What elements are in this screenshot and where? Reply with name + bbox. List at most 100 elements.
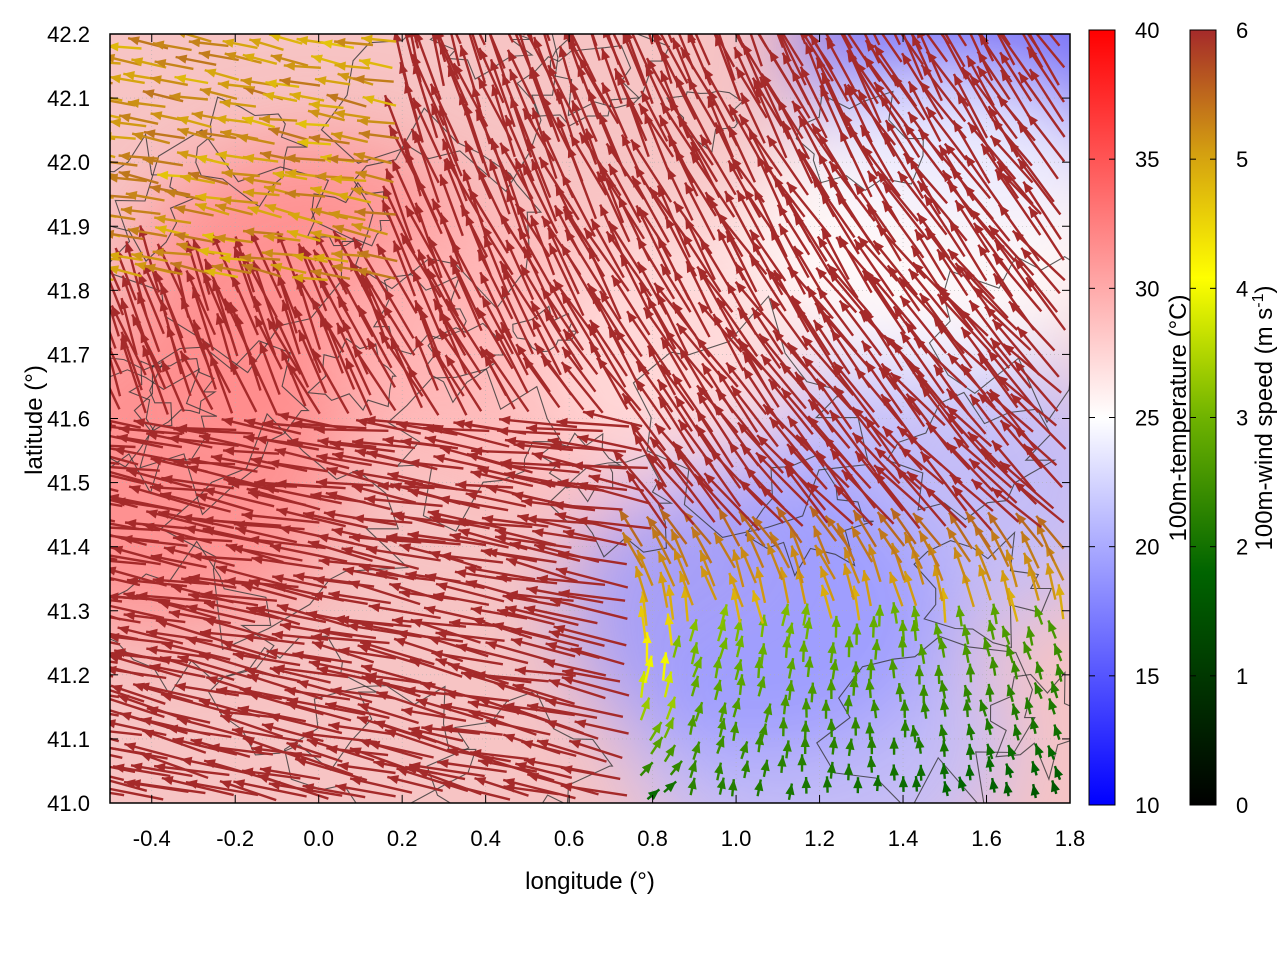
wind-vector bbox=[188, 38, 229, 48]
wind-vector bbox=[110, 522, 140, 531]
wind-vector bbox=[120, 331, 143, 391]
wind-vector bbox=[786, 415, 825, 468]
wind-vector bbox=[543, 34, 557, 70]
contour-line bbox=[426, 690, 614, 803]
wind-vector bbox=[146, 706, 211, 724]
wind-vector bbox=[875, 604, 885, 627]
wind-vector bbox=[231, 544, 303, 562]
wind-vector bbox=[110, 42, 142, 52]
wind-vector bbox=[1001, 625, 1011, 645]
wind-vector bbox=[762, 403, 809, 452]
wind-vector bbox=[459, 44, 482, 108]
colorbar-tick-label: 3 bbox=[1236, 406, 1248, 431]
wind-vector bbox=[801, 698, 811, 718]
wind-vector bbox=[110, 229, 144, 241]
wind-vector bbox=[901, 34, 924, 81]
wind-vector bbox=[974, 544, 992, 582]
wind-vector bbox=[867, 736, 877, 755]
wind-vector bbox=[215, 312, 236, 376]
wind-vector bbox=[1055, 584, 1065, 620]
wind-vector bbox=[755, 451, 809, 506]
wind-vector bbox=[373, 720, 437, 744]
wind-vector bbox=[295, 119, 330, 129]
wind-vector bbox=[462, 169, 489, 241]
wind-vector bbox=[129, 779, 206, 795]
wind-vector bbox=[873, 471, 921, 530]
wind-vector bbox=[671, 373, 714, 433]
wind-vector bbox=[315, 478, 374, 488]
wind-vector bbox=[957, 776, 967, 792]
wind-vector bbox=[320, 39, 355, 49]
wind-vector bbox=[381, 199, 414, 275]
wind-vector bbox=[728, 104, 764, 165]
wind-vector bbox=[414, 202, 443, 279]
wind-vector bbox=[489, 58, 516, 128]
wind-vector bbox=[736, 34, 763, 88]
wind-vector bbox=[118, 113, 159, 125]
wind-vector bbox=[201, 338, 232, 394]
wind-vector bbox=[1026, 34, 1040, 51]
wind-vector bbox=[717, 717, 727, 738]
colorbar-tick-label: 1 bbox=[1236, 664, 1248, 689]
wind-vector bbox=[665, 696, 677, 720]
wind-vector bbox=[311, 591, 368, 606]
wind-vector bbox=[412, 97, 442, 160]
wind-vector bbox=[477, 76, 513, 142]
wind-vector bbox=[864, 360, 903, 414]
wind-vector bbox=[474, 776, 529, 797]
wind-vector bbox=[635, 360, 674, 413]
wind-vector bbox=[131, 131, 171, 145]
wind-vector bbox=[659, 70, 690, 139]
wind-vector bbox=[840, 34, 859, 67]
y-tick-label: 42.0 bbox=[47, 150, 90, 175]
wind-vector bbox=[736, 674, 746, 696]
wind-vector bbox=[355, 267, 396, 280]
wind-vector bbox=[273, 664, 349, 679]
wind-vector bbox=[254, 315, 283, 370]
wind-colorbar-title: 100m-wind speed (m s-1) bbox=[1250, 286, 1278, 551]
wind-vector bbox=[468, 34, 487, 84]
temperature-colorbar: 10 15 20 25 30 35 40 100m-temperature (°C) bbox=[1088, 18, 1192, 818]
wind-vector bbox=[851, 661, 861, 682]
wind-vector bbox=[310, 632, 390, 645]
wind-vector bbox=[561, 675, 630, 697]
wind-vector bbox=[404, 205, 438, 262]
y-tick-label: 41.6 bbox=[47, 407, 90, 432]
wind-vector bbox=[819, 565, 835, 602]
colorbar-tick-label: 15 bbox=[1135, 664, 1159, 689]
wind-vector bbox=[571, 99, 598, 165]
contour-line bbox=[128, 358, 217, 432]
wind-vector bbox=[110, 303, 120, 337]
wind-vector bbox=[110, 632, 139, 641]
wind-vector bbox=[1006, 684, 1016, 703]
wind-vector bbox=[767, 378, 814, 435]
wind-vector bbox=[900, 719, 910, 738]
wind-vector bbox=[763, 703, 773, 723]
wind-vector bbox=[829, 447, 877, 509]
wind-vector bbox=[986, 743, 996, 760]
wind-vector bbox=[1047, 745, 1057, 761]
wind-vector bbox=[155, 619, 231, 645]
wind-vector bbox=[889, 371, 946, 427]
wind-vector bbox=[881, 200, 925, 259]
wind-vector bbox=[960, 326, 1010, 392]
wind-vector bbox=[663, 744, 677, 763]
wind-vector bbox=[279, 77, 321, 87]
wind-vector bbox=[843, 763, 854, 781]
wind-vector bbox=[328, 210, 366, 222]
wind-vector bbox=[313, 253, 349, 263]
wind-vector bbox=[318, 556, 395, 570]
wind-vector bbox=[692, 656, 703, 678]
wind-vector bbox=[665, 584, 675, 620]
wind-vector bbox=[502, 778, 576, 800]
wind-vector bbox=[174, 74, 209, 85]
wind-vector bbox=[215, 565, 286, 587]
wind-vector bbox=[897, 170, 948, 236]
wind-vector bbox=[808, 505, 838, 542]
wind-vector bbox=[846, 34, 882, 83]
wind-vector bbox=[861, 569, 872, 607]
wind-vector bbox=[1013, 360, 1059, 412]
wind-vector bbox=[531, 451, 602, 473]
wind-vector bbox=[552, 278, 597, 339]
wind-vector bbox=[728, 572, 744, 608]
